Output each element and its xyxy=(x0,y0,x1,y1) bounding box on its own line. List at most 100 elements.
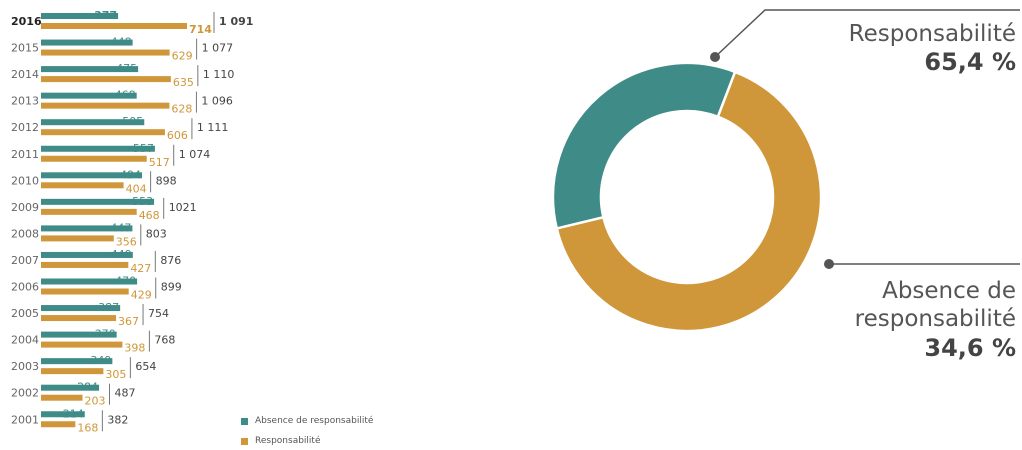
bar-responsabilite xyxy=(41,315,117,322)
total-label: 768 xyxy=(154,334,175,347)
value-label-responsabilite: 356 xyxy=(116,235,137,248)
value-label-absence: 557 xyxy=(133,142,154,155)
year-label: 2009 xyxy=(11,201,39,214)
bar-responsabilite xyxy=(41,102,170,109)
year-label: 2003 xyxy=(11,360,39,373)
legend-label-absence: Absence de responsabilité xyxy=(255,416,374,426)
donut-percent-absence: 34,6 % xyxy=(924,334,1016,362)
donut-percent-responsabilite: 65,4 % xyxy=(924,48,1016,76)
total-label: 876 xyxy=(160,254,181,267)
value-label-absence: 377 xyxy=(94,9,117,22)
bar-absence xyxy=(41,358,113,365)
bar-responsabilite xyxy=(41,129,165,136)
bar-chart: 2016 377 714 1 091 2015 448 629 1 077 2014 475 635… xyxy=(11,9,253,434)
bar-responsabilite xyxy=(41,49,170,56)
year-label: 2008 xyxy=(11,227,39,240)
legend-swatch-absence xyxy=(241,417,248,425)
year-label: 2012 xyxy=(11,121,39,134)
bar-absence xyxy=(41,198,155,205)
total-label: 654 xyxy=(135,360,156,373)
donut-label-responsabilite: Responsabilité xyxy=(848,21,1016,47)
bar-absence xyxy=(41,305,121,312)
total-label: 899 xyxy=(161,281,182,294)
bar-absence xyxy=(41,66,139,73)
value-label-absence: 494 xyxy=(120,168,141,181)
value-label-responsabilite: 367 xyxy=(118,315,139,328)
donut-slice-responsabilite xyxy=(555,70,823,333)
year-label: 2011 xyxy=(11,148,39,161)
bar-responsabilite xyxy=(41,288,129,295)
donut-label-absence-line2: responsabilité xyxy=(854,306,1016,332)
value-label-absence: 449 xyxy=(111,248,132,261)
bar-responsabilite xyxy=(41,421,76,428)
value-label-absence: 370 xyxy=(95,328,116,341)
value-label-absence: 387 xyxy=(98,301,119,314)
leader-dot-absence xyxy=(824,259,834,269)
bar-absence xyxy=(41,331,117,338)
donut-chart xyxy=(551,9,1020,333)
bar-absence xyxy=(41,278,138,285)
bar-responsabilite xyxy=(41,368,104,375)
value-label-responsabilite: 468 xyxy=(139,209,160,222)
year-label: 2014 xyxy=(11,68,39,81)
year-label: 2015 xyxy=(11,42,39,55)
donut-slice-absence xyxy=(551,61,737,230)
year-label: 2016 xyxy=(11,15,42,28)
bar-responsabilite xyxy=(41,208,137,215)
bar-responsabilite xyxy=(41,182,124,189)
value-label-responsabilite: 427 xyxy=(130,262,151,275)
value-label-responsabilite: 628 xyxy=(171,103,192,116)
bar-responsabilite xyxy=(41,76,171,83)
year-label: 2013 xyxy=(11,95,39,108)
leader-line-responsabilite xyxy=(714,9,1020,58)
bar-absence xyxy=(41,92,137,99)
value-label-responsabilite: 168 xyxy=(77,421,98,434)
value-label-absence: 470 xyxy=(115,275,136,288)
total-label: 803 xyxy=(146,227,167,240)
year-label: 2004 xyxy=(11,334,39,347)
donut-label-absence-line1: Absence de xyxy=(882,278,1016,304)
total-label: 1 074 xyxy=(179,148,211,161)
bar-absence xyxy=(41,384,100,391)
value-label-responsabilite: 606 xyxy=(167,129,188,142)
bar-absence xyxy=(41,39,133,46)
total-label: 754 xyxy=(148,307,169,320)
total-label: 1 110 xyxy=(203,68,235,81)
value-label-responsabilite: 629 xyxy=(172,50,193,63)
year-label: 2001 xyxy=(11,413,39,426)
total-label: 1 096 xyxy=(201,95,233,108)
legend-item-responsabilite: Responsabilité xyxy=(241,436,320,446)
bar-responsabilite xyxy=(41,155,147,162)
value-label-absence: 447 xyxy=(110,221,131,234)
year-label: 2005 xyxy=(11,307,39,320)
leader-dot-responsabilite xyxy=(710,52,720,62)
year-label: 2010 xyxy=(11,174,39,187)
total-label: 1021 xyxy=(169,201,197,214)
year-label: 2007 xyxy=(11,254,39,267)
value-label-responsabilite: 404 xyxy=(126,182,147,195)
bar-responsabilite xyxy=(41,394,83,401)
year-label: 2006 xyxy=(11,281,39,294)
legend-swatch-responsabilite xyxy=(241,437,248,445)
value-label-responsabilite: 305 xyxy=(105,368,126,381)
value-label-responsabilite: 398 xyxy=(124,342,145,355)
value-label-responsabilite: 714 xyxy=(189,23,212,36)
bar-absence xyxy=(41,119,145,126)
year-label: 2002 xyxy=(11,387,39,400)
bar-responsabilite xyxy=(41,235,114,242)
bar-absence xyxy=(41,172,143,179)
value-label-absence: 505 xyxy=(122,115,143,128)
value-label-absence: 475 xyxy=(116,62,137,75)
total-label: 382 xyxy=(107,413,128,426)
bar-absence xyxy=(41,145,155,152)
bar-responsabilite xyxy=(41,341,123,348)
total-label: 1 077 xyxy=(202,42,234,55)
value-label-absence: 553 xyxy=(132,195,153,208)
bar-absence xyxy=(41,225,133,232)
value-label-absence: 214 xyxy=(63,407,84,420)
legend-item-absence: Absence de responsabilité xyxy=(241,416,373,426)
value-label-responsabilite: 517 xyxy=(149,156,170,169)
legend-label-responsabilite: Responsabilité xyxy=(255,436,321,446)
total-label: 1 111 xyxy=(197,121,229,134)
value-label-absence: 284 xyxy=(77,381,98,394)
